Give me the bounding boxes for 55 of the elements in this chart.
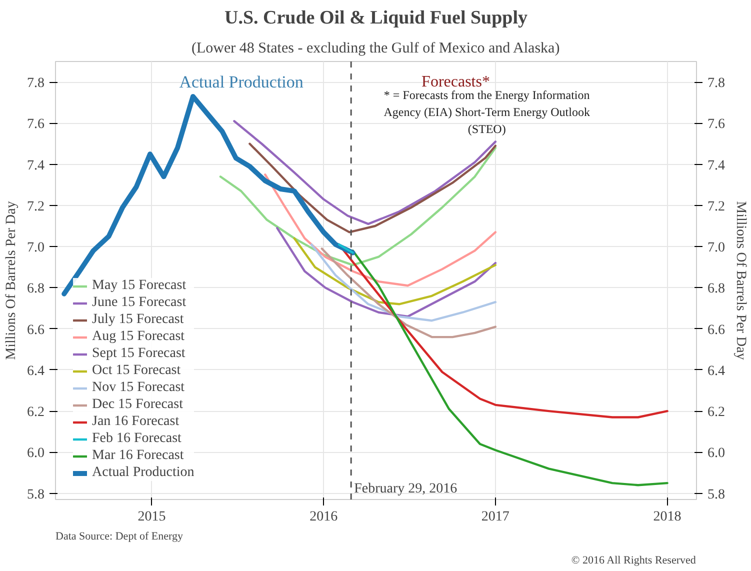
annotation: Forecasts* xyxy=(422,74,490,91)
x-tick-label: 2017 xyxy=(481,510,510,524)
y2-tick-label: 7.0 xyxy=(708,240,725,256)
line-series xyxy=(293,237,497,306)
legend-label: Sept 15 Forecast xyxy=(92,346,186,362)
y-tick-label: 6.8 xyxy=(27,282,44,297)
y2-tick-label: 7.4 xyxy=(708,158,725,174)
y2-tick-label: 5.8 xyxy=(708,487,725,502)
chart-subtitle: (Lower 48 States - excluding the Gulf of Mexico and Alaska) xyxy=(191,40,560,56)
y-tick-label: 6.2 xyxy=(27,405,44,420)
x-tick-label: 2015 xyxy=(138,510,166,524)
legend-label: June 15 Forecast xyxy=(92,295,186,311)
line-series xyxy=(248,142,497,234)
legend-label: Nov 15 Forecast xyxy=(92,380,185,396)
annotation: Actual Production xyxy=(179,72,304,92)
legend-label: Jan 16 Forecast xyxy=(92,414,180,430)
y-tick-label: 7.4 xyxy=(27,158,44,174)
legend-label: Oct 15 Forecast xyxy=(92,363,181,379)
source-note: Data Source: Dept of Energy xyxy=(56,530,184,542)
ref-line-label: February 29, 2016 xyxy=(354,482,458,496)
legend-label: July 15 Forecast xyxy=(92,312,184,328)
legend-label: Actual Production xyxy=(92,465,194,481)
y2-tick-label: 7.2 xyxy=(708,199,725,214)
line-series xyxy=(276,226,497,318)
y2-axis-title: Millions Of Barrels Per Day xyxy=(733,201,748,360)
x-tick-label: 2018 xyxy=(653,510,682,524)
legend-label: Dec 15 Forecast xyxy=(92,397,183,413)
y-tick-label: 7.6 xyxy=(27,117,44,132)
legend-label: Feb 16 Forecast xyxy=(92,431,182,447)
y2-tick-label: 6.4 xyxy=(708,364,725,379)
y-tick-label: 7.2 xyxy=(27,199,44,214)
legend-label: May 15 Forecast xyxy=(92,278,186,294)
y2-tick-label: 6.8 xyxy=(708,282,725,297)
y2-tick-label: 6.6 xyxy=(708,322,725,338)
y-tick-label: 7.8 xyxy=(27,76,44,92)
y2-tick-label: 6.2 xyxy=(708,405,725,420)
legend-label: Mar 16 Forecast xyxy=(92,448,184,464)
x-tick-label: 2016 xyxy=(310,510,338,524)
y2-tick-label: 7.8 xyxy=(708,76,725,92)
y-tick-label: 7.0 xyxy=(27,240,44,256)
chart-title: U.S. Crude Oil & Liquid Fuel Supply xyxy=(224,8,528,28)
line-series xyxy=(219,146,497,266)
y2-tick-label: 6.0 xyxy=(708,446,725,462)
line-series xyxy=(264,174,497,287)
y-axis-title: Millions Of Barrels Per Day xyxy=(4,201,19,360)
y-tick-label: 6.0 xyxy=(27,446,44,462)
y-tick-label: 6.6 xyxy=(27,322,44,338)
y-tick-label: 6.4 xyxy=(27,364,44,379)
line-series xyxy=(320,248,497,338)
y-tick-label: 5.8 xyxy=(27,487,44,502)
annotation: * = Forecasts from the Energy Information Agency (EIA) Short-Term Energy Outlook (STEO) xyxy=(384,88,590,136)
line-series xyxy=(310,243,497,322)
text: © 2016 All Rights Reserved xyxy=(571,554,696,566)
y2-tick-label: 7.6 xyxy=(708,117,725,132)
legend-label: Aug 15 Forecast xyxy=(92,329,185,345)
